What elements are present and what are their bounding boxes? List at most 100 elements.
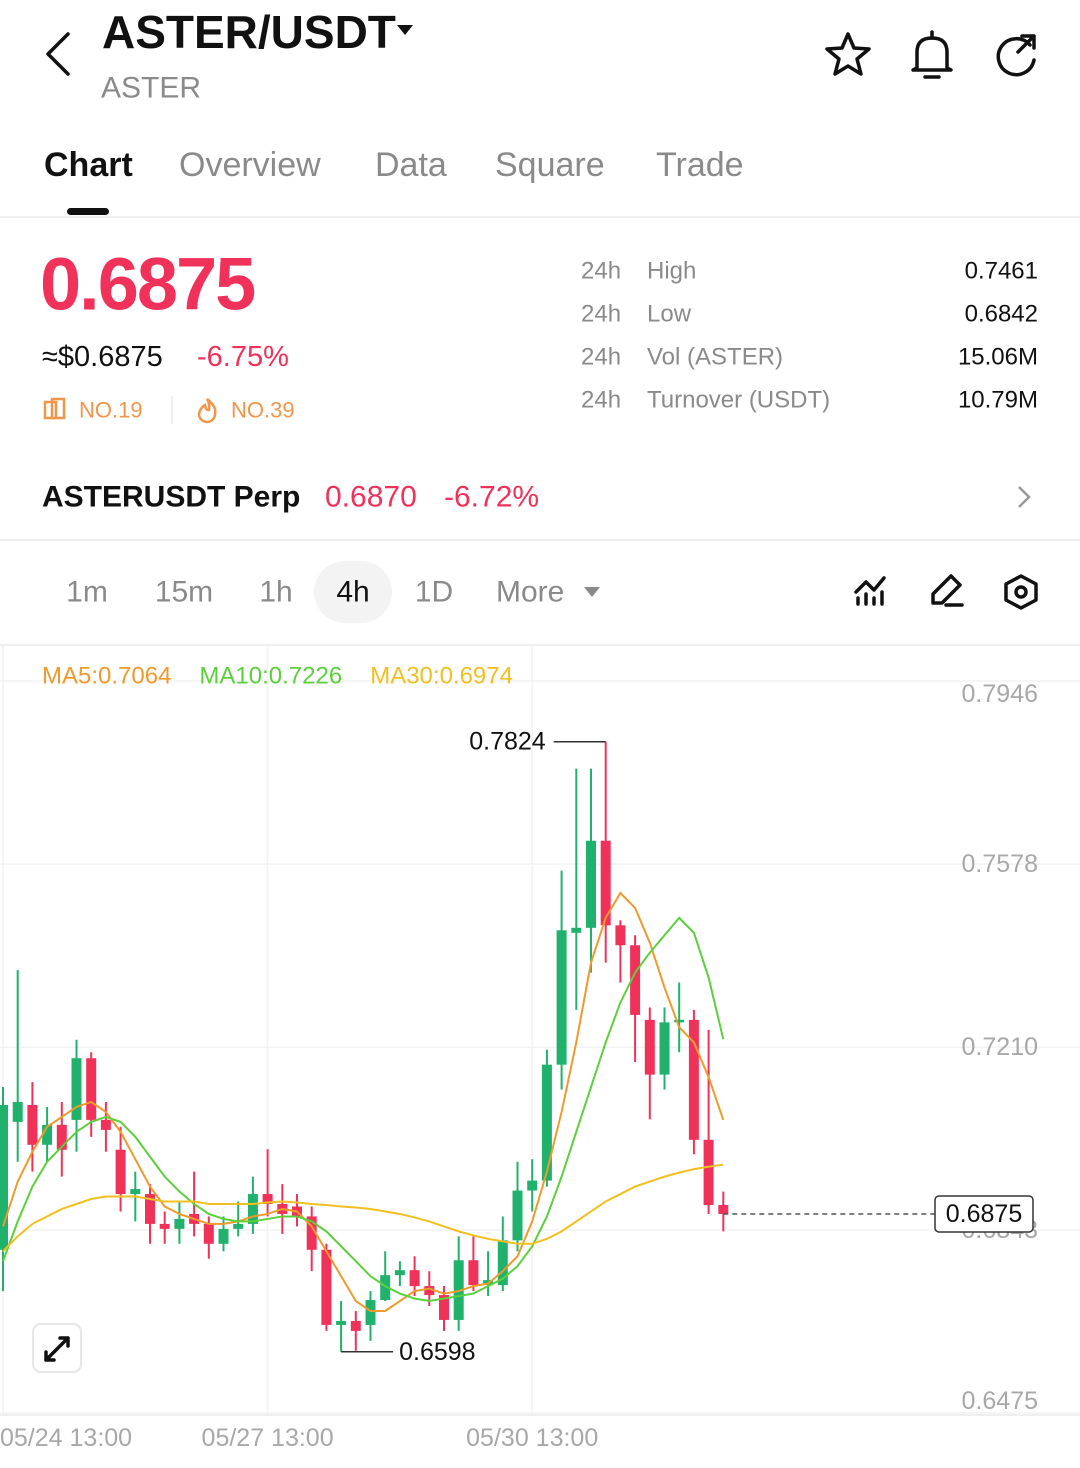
- candle-body: [424, 1286, 435, 1296]
- stat-value: 15.06M: [958, 344, 1038, 371]
- candle-body: [512, 1190, 523, 1241]
- interval[interactable]: More: [496, 576, 564, 609]
- candle-body: [468, 1260, 479, 1286]
- usd-price: ≈$0.6875: [42, 341, 163, 373]
- candle-body: [247, 1194, 258, 1224]
- stat-label: Vol (ASTER): [647, 344, 783, 371]
- candle-body: [394, 1270, 405, 1276]
- candle-body: [659, 1022, 670, 1075]
- candle-body: [571, 927, 582, 933]
- candle-body: [556, 930, 567, 1065]
- candle-body: [27, 1104, 38, 1145]
- interval[interactable]: 15m: [155, 576, 213, 609]
- tab[interactable]: Data: [375, 146, 447, 184]
- candle-body: [203, 1223, 214, 1244]
- hot-icon: [197, 398, 217, 424]
- candle-body: [615, 925, 626, 946]
- indicator-button[interactable]: [854, 576, 886, 606]
- interval[interactable]: 1D: [415, 576, 453, 609]
- max-label: 0.7824: [469, 728, 546, 756]
- candle-body: [336, 1320, 347, 1325]
- perp-change: -6.72%: [444, 481, 539, 514]
- y-tick-label: 0.7946: [962, 680, 1038, 708]
- rank[interactable]: NO.39: [231, 398, 295, 423]
- stat-label: Turnover (USDT): [647, 387, 830, 414]
- interval[interactable]: 1h: [259, 576, 292, 609]
- chevron[interactable]: [1018, 486, 1031, 508]
- legend-entry: MA5:0.7064: [42, 663, 171, 690]
- more-dropdown[interactable]: [584, 587, 600, 597]
- candle-body: [541, 1064, 552, 1181]
- x-tick-label: 05/27 13:00: [202, 1424, 334, 1452]
- candle-body: [409, 1270, 420, 1287]
- perp-name[interactable]: ASTERUSDT Perp: [42, 481, 300, 514]
- tab[interactable]: Trade: [656, 146, 744, 184]
- last-price-label: 0.6875: [946, 1200, 1022, 1228]
- candle-body: [145, 1194, 155, 1224]
- candle-body: [115, 1149, 126, 1195]
- legend-entry: MA10:0.7226: [199, 663, 342, 690]
- stat-period: 24h: [581, 258, 621, 285]
- favorite-button[interactable]: [825, 32, 871, 76]
- candle-body: [630, 945, 641, 1015]
- candle-body: [321, 1249, 332, 1325]
- candle-body: [100, 1119, 111, 1130]
- alert-button[interactable]: [911, 30, 953, 79]
- candle-body: [306, 1216, 317, 1250]
- candle-body: [644, 1019, 655, 1075]
- perp-price: 0.6870: [325, 481, 417, 514]
- stat-label: High: [647, 258, 696, 285]
- interval-selected-bg: [314, 561, 392, 623]
- candle-body: [0, 1104, 8, 1250]
- last-price-box: [934, 1195, 1034, 1233]
- candle-body: [350, 1320, 361, 1331]
- candle-body: [71, 1058, 82, 1120]
- tab-indicator: [67, 208, 109, 215]
- candle-body: [497, 1240, 508, 1286]
- price-change: -6.75%: [197, 341, 289, 373]
- rank[interactable]: NO.19: [79, 398, 143, 423]
- candle-body: [159, 1223, 170, 1229]
- interval[interactable]: 1m: [66, 576, 108, 609]
- stat-value: 0.7461: [965, 258, 1038, 285]
- y-tick-label: 0.6475: [962, 1387, 1038, 1415]
- candle-body: [674, 1019, 685, 1023]
- candle-body: [42, 1124, 53, 1145]
- stat-period: 24h: [581, 387, 621, 414]
- interval[interactable]: 4h: [336, 576, 369, 609]
- share-button[interactable]: [996, 34, 1036, 77]
- ma-line: [2, 1163, 724, 1252]
- stat-value: 0.6842: [965, 301, 1038, 328]
- pair-subtitle: ASTER: [101, 72, 201, 105]
- candle-body: [56, 1124, 67, 1150]
- candle-body: [527, 1180, 538, 1191]
- candle-body: [380, 1275, 391, 1301]
- min-label: 0.6598: [399, 1338, 475, 1366]
- back-button[interactable]: [46, 32, 70, 76]
- ma-line: [2, 891, 725, 1312]
- candle-body: [586, 840, 596, 928]
- rank-icon: [43, 397, 66, 420]
- tab[interactable]: Chart: [44, 146, 133, 184]
- candle-body: [262, 1194, 273, 1204]
- stat-value: 10.79M: [958, 387, 1038, 414]
- candle-body: [130, 1189, 141, 1195]
- candle-body: [600, 840, 611, 926]
- candle-body: [233, 1223, 244, 1229]
- candle-body: [439, 1295, 449, 1320]
- candle-body: [718, 1204, 729, 1214]
- x-tick-label: 05/24 13:00: [0, 1424, 132, 1452]
- candle-body: [86, 1058, 97, 1120]
- y-tick-label: 0.7578: [962, 850, 1038, 878]
- pair-dropdown[interactable]: [397, 25, 413, 35]
- tab[interactable]: Square: [495, 146, 605, 184]
- pair-title[interactable]: ASTER/USDT: [102, 6, 396, 58]
- tab[interactable]: Overview: [179, 146, 321, 184]
- candle-body: [12, 1101, 23, 1122]
- stat-period: 24h: [581, 344, 621, 371]
- stat-label: Low: [647, 301, 692, 328]
- settings-button[interactable]: [1004, 574, 1038, 610]
- draw-button[interactable]: [931, 574, 964, 607]
